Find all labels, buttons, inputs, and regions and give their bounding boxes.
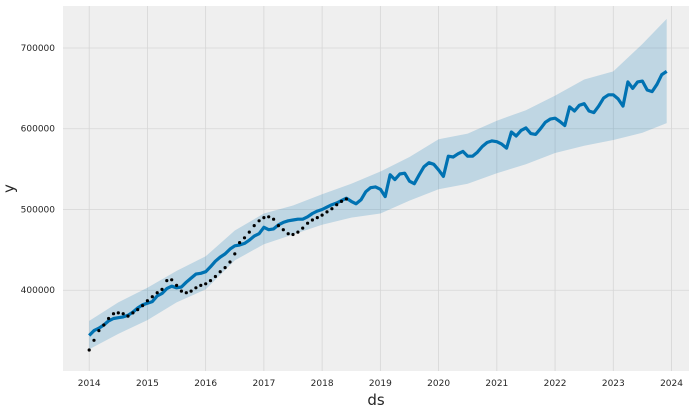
- x-axis-label: ds: [367, 391, 385, 407]
- observed-point: [121, 312, 125, 316]
- x-tick-label: 2020: [427, 379, 450, 389]
- observed-point: [301, 226, 305, 230]
- observed-point: [286, 232, 290, 236]
- x-tick-label: 2018: [311, 379, 334, 389]
- y-axis-label: y: [0, 184, 18, 193]
- observed-point: [102, 323, 106, 327]
- observed-point: [179, 289, 183, 293]
- x-tick-label: 2019: [369, 379, 392, 389]
- observed-point: [97, 329, 101, 333]
- observed-point: [325, 210, 329, 214]
- observed-point: [150, 295, 154, 299]
- x-tick-label: 2022: [544, 379, 567, 389]
- observed-point: [116, 311, 120, 315]
- x-tick-label: 2014: [78, 379, 101, 389]
- forecast-line: [88, 70, 668, 337]
- observed-point: [242, 236, 247, 240]
- observed-point: [335, 203, 339, 207]
- observed-point: [247, 230, 251, 234]
- observed-point: [272, 217, 276, 221]
- observed-point: [339, 199, 344, 203]
- observed-point: [344, 197, 348, 201]
- observed-point: [160, 287, 164, 291]
- observed-point: [218, 270, 222, 274]
- y-tick-label: 500000: [21, 205, 56, 215]
- x-axis-ticks: 2014 2015 2016 2017 2018 2019 2020 2021 2022 2023…: [78, 379, 684, 389]
- x-tick-label: 2017: [252, 379, 275, 389]
- observed-point: [267, 215, 271, 219]
- observed-point: [204, 282, 208, 286]
- y-axis-ticks: 400000 500000 600000 700000: [21, 44, 56, 296]
- observed-point: [194, 286, 198, 290]
- observed-point: [189, 289, 193, 293]
- observed-point: [233, 252, 237, 256]
- observed-point: [107, 316, 111, 321]
- observed-point: [126, 314, 130, 318]
- observed-points: [87, 197, 348, 352]
- observed-point: [165, 279, 169, 283]
- observed-point: [208, 279, 213, 283]
- observed-point: [92, 338, 96, 342]
- observed-point: [330, 207, 334, 211]
- observed-point: [228, 260, 232, 264]
- x-tick-label: 2021: [485, 379, 508, 389]
- uncertainty-band: [89, 18, 667, 350]
- observed-point: [155, 291, 159, 295]
- x-tick-label: 2024: [660, 379, 683, 389]
- observed-point: [296, 230, 300, 234]
- observed-point: [252, 224, 256, 228]
- observed-point: [223, 266, 227, 270]
- observed-point: [175, 283, 179, 287]
- observed-point: [315, 216, 319, 220]
- observed-point: [291, 232, 295, 237]
- y-tick-label: 700000: [21, 44, 56, 54]
- observed-point: [170, 278, 174, 282]
- x-tick-label: 2016: [194, 379, 217, 389]
- observed-point: [199, 283, 203, 287]
- x-tick-label: 2023: [602, 379, 625, 389]
- observed-point: [145, 299, 149, 303]
- observed-point: [281, 228, 285, 232]
- observed-point: [306, 221, 310, 225]
- observed-point: [131, 311, 135, 315]
- grid: [63, 6, 689, 371]
- x-tick-label: 2015: [136, 379, 159, 389]
- observed-point: [276, 224, 281, 228]
- observed-point: [136, 308, 140, 312]
- observed-point: [257, 219, 261, 223]
- observed-point: [310, 218, 314, 222]
- observed-point: [111, 312, 116, 316]
- y-tick-label: 400000: [21, 286, 56, 296]
- observed-point: [87, 348, 91, 352]
- observed-point: [320, 213, 324, 217]
- observed-point: [262, 216, 266, 220]
- observed-point: [141, 304, 145, 308]
- observed-point: [213, 274, 217, 279]
- observed-point: [238, 241, 242, 245]
- observed-point: [184, 291, 188, 295]
- y-tick-label: 600000: [21, 125, 56, 135]
